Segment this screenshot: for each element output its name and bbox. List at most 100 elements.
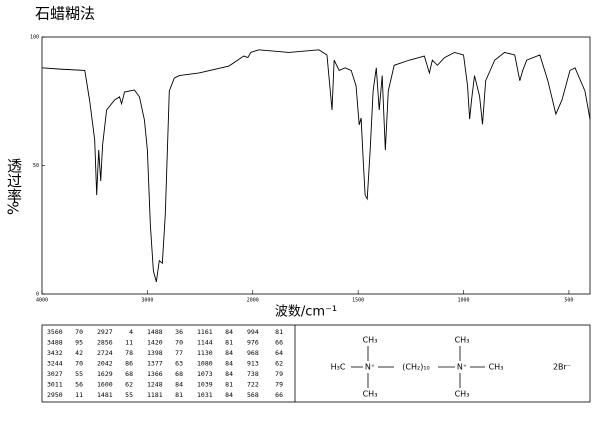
peak-transmittance: 79 bbox=[275, 381, 283, 389]
atom-label: CH₃ bbox=[455, 336, 470, 345]
spectrum-line bbox=[41, 49, 591, 283]
peak-wavenumber: 738 bbox=[247, 370, 259, 378]
atom-label: N⁺ bbox=[365, 363, 375, 372]
peak-transmittance: 62 bbox=[125, 381, 133, 389]
peak-transmittance: 81 bbox=[175, 391, 183, 399]
peak-wavenumber: 1248 bbox=[147, 381, 163, 389]
table-frame bbox=[41, 324, 591, 403]
peak-transmittance: 4 bbox=[129, 328, 133, 336]
peak-transmittance: 86 bbox=[125, 360, 133, 368]
x-tick-label: 4000 bbox=[36, 298, 48, 304]
counterion: 2Br⁻ bbox=[553, 363, 571, 372]
peak-transmittance: 84 bbox=[225, 360, 233, 368]
y-axis-unit: % bbox=[5, 201, 23, 215]
peak-transmittance: 55 bbox=[125, 391, 133, 399]
peak-wavenumber: 1488 bbox=[147, 328, 163, 336]
atom-label: N⁺ bbox=[457, 363, 467, 372]
x-tick-label: 1500 bbox=[352, 298, 364, 304]
peak-transmittance: 36 bbox=[175, 328, 183, 336]
atom-label: CH₃ bbox=[489, 363, 504, 372]
chain-label: (CH₂)₁₀ bbox=[402, 363, 429, 372]
peak-wavenumber: 2927 bbox=[97, 328, 113, 336]
peak-transmittance: 63 bbox=[175, 360, 183, 368]
peak-wavenumber: 1377 bbox=[147, 360, 163, 368]
peak-wavenumber: 3488 bbox=[47, 339, 63, 347]
y-tick-label: 0 bbox=[36, 292, 39, 298]
peak-wavenumber: 994 bbox=[247, 328, 259, 336]
peak-transmittance: 78 bbox=[125, 349, 133, 357]
peak-transmittance: 68 bbox=[175, 370, 183, 378]
peak-transmittance: 70 bbox=[75, 360, 83, 368]
x-axis-label: 波数/cm⁻¹ bbox=[275, 305, 337, 320]
peak-wavenumber: 3560 bbox=[47, 328, 63, 336]
atom-label: H₃C bbox=[331, 363, 346, 372]
peak-transmittance: 95 bbox=[75, 339, 83, 347]
peak-wavenumber: 1481 bbox=[97, 391, 113, 399]
peak-wavenumber: 1181 bbox=[147, 391, 163, 399]
atom-label: CH₃ bbox=[455, 390, 470, 399]
peak-wavenumber: 1144 bbox=[197, 339, 213, 347]
peak-transmittance: 84 bbox=[225, 391, 233, 399]
peak-wavenumber: 976 bbox=[247, 339, 259, 347]
x-tick-label: 3000 bbox=[141, 298, 153, 304]
peak-wavenumber: 3244 bbox=[47, 360, 63, 368]
x-tick-label: 1000 bbox=[458, 298, 470, 304]
peak-wavenumber: 722 bbox=[247, 381, 259, 389]
peak-transmittance: 42 bbox=[75, 349, 83, 357]
peak-transmittance: 84 bbox=[225, 328, 233, 336]
peak-wavenumber: 1039 bbox=[197, 381, 213, 389]
plot-frame bbox=[41, 36, 591, 295]
peak-wavenumber: 2950 bbox=[47, 391, 63, 399]
peak-transmittance: 11 bbox=[125, 339, 133, 347]
peak-wavenumber: 1080 bbox=[197, 360, 213, 368]
peak-wavenumber: 3027 bbox=[47, 370, 63, 378]
peak-transmittance: 77 bbox=[175, 349, 183, 357]
peak-wavenumber: 3011 bbox=[47, 381, 63, 389]
peak-transmittance: 84 bbox=[175, 381, 183, 389]
peak-transmittance: 70 bbox=[175, 339, 183, 347]
peak-wavenumber: 1366 bbox=[147, 370, 163, 378]
peak-wavenumber: 1130 bbox=[197, 349, 213, 357]
y-tick-label: 50 bbox=[33, 163, 39, 169]
bonds bbox=[351, 346, 485, 388]
x-tick-label: 2000 bbox=[247, 298, 259, 304]
peak-transmittance: 81 bbox=[275, 328, 283, 336]
peak-wavenumber: 2042 bbox=[97, 360, 113, 368]
peak-wavenumber: 3432 bbox=[47, 349, 63, 357]
peak-wavenumber: 2856 bbox=[97, 339, 113, 347]
structure: CH₃ H₃C N⁺ CH₃ (CH₂)₁₀ N⁺ CH₃ CH₃ CH₃ 2B… bbox=[331, 336, 571, 399]
peak-transmittance: 56 bbox=[75, 381, 83, 389]
y-tick-label: 100 bbox=[30, 35, 39, 41]
peak-wavenumber: 1031 bbox=[197, 391, 213, 399]
peak-wavenumber: 1073 bbox=[197, 370, 213, 378]
peak-wavenumber: 1161 bbox=[197, 328, 213, 336]
chart-title: 石蜡糊法 bbox=[35, 5, 95, 23]
peak-transmittance: 55 bbox=[75, 370, 83, 378]
y-axis-label: 透过率 bbox=[5, 158, 23, 203]
peak-transmittance: 79 bbox=[275, 370, 283, 378]
x-tick-label: 500 bbox=[564, 298, 573, 304]
peak-wavenumber: 913 bbox=[247, 360, 259, 368]
peak-transmittance: 81 bbox=[225, 339, 233, 347]
peak-transmittance: 68 bbox=[125, 370, 133, 378]
peak-wavenumber: 1600 bbox=[97, 381, 113, 389]
atom-label: CH₃ bbox=[363, 390, 378, 399]
peak-transmittance: 70 bbox=[75, 328, 83, 336]
peak-wavenumber: 968 bbox=[247, 349, 259, 357]
peak-transmittance: 81 bbox=[225, 381, 233, 389]
peak-transmittance: 62 bbox=[275, 360, 283, 368]
peak-transmittance: 84 bbox=[225, 370, 233, 378]
peak-wavenumber: 1420 bbox=[147, 339, 163, 347]
peak-wavenumber: 1629 bbox=[97, 370, 113, 378]
peak-transmittance: 66 bbox=[275, 339, 283, 347]
peak-transmittance: 84 bbox=[225, 349, 233, 357]
peak-transmittance: 64 bbox=[275, 349, 283, 357]
atom-label: CH₃ bbox=[363, 336, 378, 345]
peak-wavenumber: 1398 bbox=[147, 349, 163, 357]
peak-transmittance: 11 bbox=[75, 391, 83, 399]
peak-transmittance: 66 bbox=[275, 391, 283, 399]
peak-wavenumber: 568 bbox=[247, 391, 259, 399]
peak-wavenumber: 2724 bbox=[97, 349, 113, 357]
